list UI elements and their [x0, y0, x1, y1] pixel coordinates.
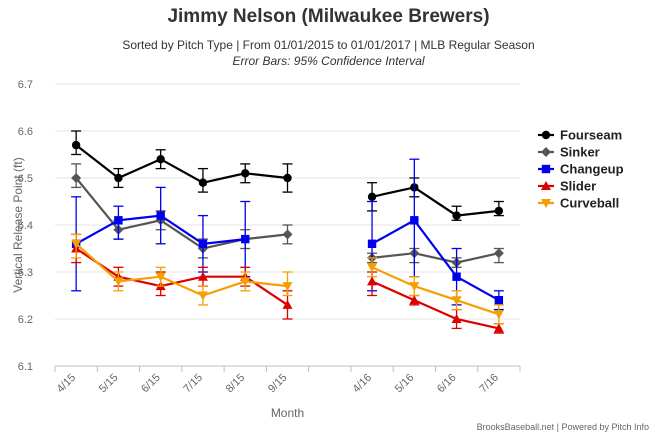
changeup-point[interactable] — [156, 211, 165, 220]
changeup-line — [371, 218, 500, 302]
series-fourseam — [71, 130, 504, 221]
axis-layer: 6.1 6.2 6.3 6.4 6.5 6.6 6.7 4/15 5/15 6/15 7/15 8/1… — [11, 79, 521, 420]
y-tick-label: 6.7 — [18, 79, 33, 91]
fourseam-point[interactable] — [452, 211, 461, 220]
curveball-point[interactable] — [113, 277, 124, 287]
x-tick-label: 5/15 — [97, 372, 121, 396]
legend-marker-fourseam — [541, 130, 551, 140]
sinker-point[interactable] — [71, 173, 82, 183]
fourseam-point[interactable] — [198, 178, 208, 187]
slider-line — [371, 280, 500, 330]
series-layer — [71, 130, 504, 334]
changeup-point[interactable] — [452, 272, 461, 281]
x-tick-label: 5/16 — [393, 372, 417, 396]
chart-title: Jimmy Nelson (Milwaukee Brewers) — [167, 6, 490, 27]
x-axis-title: Month — [271, 406, 304, 420]
changeup-point[interactable] — [410, 216, 419, 225]
legend-item-sinker[interactable]: Sinker — [538, 145, 600, 160]
x-tick-label: 6/15 — [139, 372, 163, 396]
slider-point[interactable] — [197, 271, 208, 281]
slider-point[interactable] — [493, 323, 504, 333]
changeup-point[interactable] — [494, 296, 504, 305]
fourseam-point[interactable] — [241, 169, 250, 178]
y-tick-label: 6.1 — [18, 361, 33, 373]
legend-item-slider[interactable]: Slider — [538, 179, 596, 194]
curveball-line — [75, 242, 288, 297]
x-tick-label: 4/15 — [55, 372, 79, 396]
legend-marker-sinker — [541, 147, 551, 157]
curveball-point[interactable] — [282, 282, 293, 292]
source-credit: BrooksBaseball.net | Powered by Pitch In… — [476, 422, 649, 432]
curveball-point[interactable] — [367, 263, 378, 273]
curveball-point[interactable] — [197, 291, 208, 301]
slider-line — [75, 247, 289, 306]
slider-point[interactable] — [367, 276, 378, 286]
changeup-point[interactable] — [241, 234, 250, 244]
sinker-point[interactable] — [493, 248, 504, 259]
fourseam-point[interactable] — [494, 206, 504, 216]
legend-label-sinker: Sinker — [560, 145, 600, 160]
fourseam-line — [75, 144, 288, 184]
y-tick-label: 6.5 — [18, 173, 33, 185]
changeup-point[interactable] — [114, 216, 123, 225]
legend-item-curveball[interactable]: Curveball — [538, 196, 619, 211]
legend-label-changeup: Changeup — [560, 162, 624, 177]
series-curveball — [71, 233, 504, 325]
fourseam-point[interactable] — [367, 192, 377, 201]
x-tick-label: 7/16 — [477, 372, 501, 396]
fourseam-line — [371, 186, 499, 217]
legend-item-changeup[interactable]: Changeup — [538, 162, 624, 177]
legend-label-fourseam: Fourseam — [560, 128, 622, 143]
legend-item-fourseam[interactable]: Fourseam — [538, 128, 622, 143]
y-tick-label: 6.4 — [18, 220, 33, 232]
changeup-point[interactable] — [198, 239, 208, 248]
sinker-line — [371, 252, 500, 264]
x-tick-label: 7/15 — [181, 372, 205, 396]
legend-label-curveball: Curveball — [560, 196, 619, 211]
curveball-point[interactable] — [240, 277, 251, 287]
x-tick-label: 6/16 — [435, 372, 459, 396]
sinker-point[interactable] — [282, 229, 293, 240]
fourseam-point[interactable] — [114, 173, 123, 183]
x-tick-label: 4/16 — [351, 372, 375, 396]
legend-marker-changeup — [541, 164, 551, 174]
legend[interactable]: Fourseam Sinker Changeup Slider Curveball — [538, 128, 624, 211]
slider-point[interactable] — [451, 314, 462, 323]
x-tick-label: 9/15 — [266, 372, 290, 396]
chart-error-bar-note: Error Bars: 95% Confidence Interval — [232, 54, 425, 68]
legend-marker-curveball — [541, 199, 551, 208]
curveball-point[interactable] — [451, 296, 462, 306]
slider-point[interactable] — [409, 295, 420, 305]
legend-marker-slider — [541, 181, 551, 190]
y-tick-label: 6.3 — [18, 267, 33, 279]
fourseam-point[interactable] — [156, 155, 165, 164]
legend-label-slider: Slider — [560, 179, 596, 194]
curveball-point[interactable] — [493, 310, 504, 320]
changeup-point[interactable] — [367, 239, 377, 248]
fourseam-point[interactable] — [71, 140, 81, 150]
curveball-point[interactable] — [155, 272, 166, 282]
y-tick-label: 6.6 — [18, 126, 33, 138]
y-tick-label: 6.2 — [18, 314, 33, 326]
curveball-line — [371, 266, 500, 316]
fourseam-point[interactable] — [283, 173, 292, 183]
x-tick-label: 8/15 — [224, 372, 248, 396]
curveball-point[interactable] — [409, 282, 420, 292]
y-axis-title: Vertical Release Point (ft) — [11, 157, 25, 292]
sinker-line — [75, 177, 288, 250]
chart-subtitle: Sorted by Pitch Type | From 01/01/2015 t… — [122, 38, 535, 52]
curveball-point[interactable] — [71, 239, 82, 249]
slider-point[interactable] — [282, 299, 293, 309]
